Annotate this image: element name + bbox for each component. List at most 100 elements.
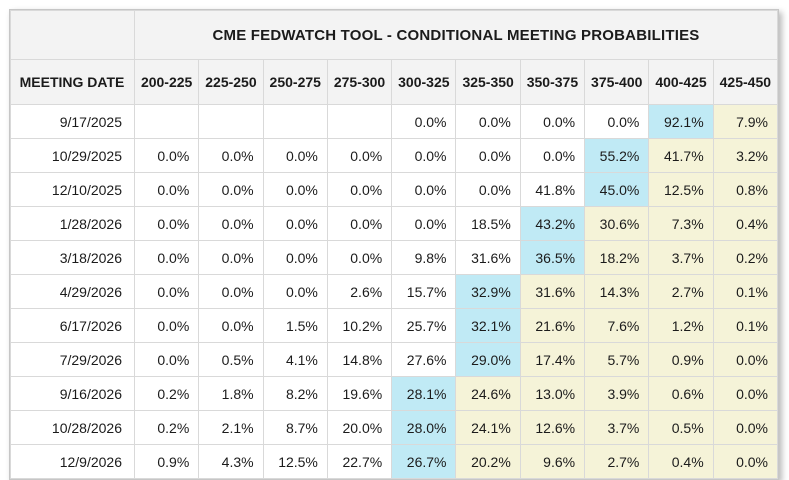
probability-cell: 8.7% bbox=[262, 410, 328, 445]
probability-cell: 0.4% bbox=[712, 206, 779, 241]
meeting-row: 7/29/2026 0.0% 0.5% 4.1% 14.8% 27.6% 29.0% 17.4… bbox=[10, 342, 779, 377]
probability-cell: 3.7% bbox=[584, 410, 650, 445]
probability-cell: 0.6% bbox=[648, 376, 714, 411]
probability-cell: 0.0% bbox=[584, 104, 650, 139]
probability-cell: 0.0% bbox=[198, 138, 264, 173]
meeting-date-cell: 12/9/2026 bbox=[10, 444, 135, 479]
probability-cell: 14.8% bbox=[326, 342, 393, 377]
probability-cell: 92.1% bbox=[648, 104, 714, 139]
probability-cell: 0.2% bbox=[133, 376, 200, 411]
probability-cell: 5.7% bbox=[584, 342, 650, 377]
probability-cell: 2.1% bbox=[198, 410, 264, 445]
probability-cell: 27.6% bbox=[391, 342, 457, 377]
probability-cell: 0.9% bbox=[648, 342, 714, 377]
probability-cell: 55.2% bbox=[584, 138, 650, 173]
probability-cell: 18.5% bbox=[455, 206, 521, 241]
probability-cell: 0.0% bbox=[391, 104, 457, 139]
column-header-300-325: 300-325 bbox=[391, 59, 457, 105]
probability-cell: 26.7% bbox=[391, 444, 457, 479]
probability-cell: 8.2% bbox=[262, 376, 328, 411]
meeting-row: 10/28/2026 0.2% 2.1% 8.7% 20.0% 28.0% 24.1% 12.… bbox=[10, 410, 779, 445]
probability-cell: 20.0% bbox=[326, 410, 393, 445]
probability-cell: 3.9% bbox=[584, 376, 650, 411]
probability-cell: 0.0% bbox=[133, 240, 200, 275]
probability-cell: 0.8% bbox=[712, 172, 779, 207]
probability-cell: 0.9% bbox=[133, 444, 200, 479]
probability-cell: 0.0% bbox=[326, 138, 393, 173]
probability-cell: 9.8% bbox=[391, 240, 457, 275]
probability-cell: 0.4% bbox=[648, 444, 714, 479]
column-header-200-225: 200-225 bbox=[133, 59, 200, 105]
column-header-250-275: 250-275 bbox=[262, 59, 328, 105]
column-header-375-400: 375-400 bbox=[584, 59, 650, 105]
probability-cell: 32.9% bbox=[455, 274, 521, 309]
header-row: MEETING DATE 200-225 225-250 250-275 275-30… bbox=[10, 59, 779, 105]
probability-cell: 1.8% bbox=[198, 376, 264, 411]
meeting-row: 10/29/2025 0.0% 0.0% 0.0% 0.0% 0.0% 0.0% 0.0% 55… bbox=[10, 138, 779, 173]
column-header-225-250: 225-250 bbox=[198, 59, 264, 105]
probability-cell: 0.0% bbox=[262, 240, 328, 275]
probability-cell: 32.1% bbox=[455, 308, 521, 343]
probability-cell: 13.0% bbox=[519, 376, 586, 411]
probability-cell: 2.6% bbox=[326, 274, 393, 309]
meeting-date-cell: 3/18/2026 bbox=[10, 240, 135, 275]
corner-cell bbox=[10, 10, 135, 60]
probability-cell: 4.3% bbox=[198, 444, 264, 479]
probability-cell: 0.0% bbox=[262, 172, 328, 207]
probability-cell: 22.7% bbox=[326, 444, 393, 479]
probability-cell: 29.0% bbox=[455, 342, 521, 377]
meeting-row: 3/18/2026 0.0% 0.0% 0.0% 0.0% 9.8% 31.6% 36.5% 1… bbox=[10, 240, 779, 275]
probability-cell: 7.3% bbox=[648, 206, 714, 241]
probability-cell: 0.0% bbox=[133, 206, 200, 241]
probability-cell: 0.0% bbox=[391, 172, 457, 207]
probability-cell: 0.0% bbox=[133, 172, 200, 207]
probability-cell: 36.5% bbox=[519, 240, 586, 275]
probability-cell: 45.0% bbox=[584, 172, 650, 207]
probability-cell: 0.0% bbox=[391, 138, 457, 173]
probability-cell: 43.2% bbox=[519, 206, 586, 241]
probability-cell: 3.2% bbox=[712, 138, 779, 173]
probability-cell: 0.0% bbox=[262, 138, 328, 173]
probability-cell: 0.0% bbox=[712, 410, 779, 445]
meeting-date-cell: 1/28/2026 bbox=[10, 206, 135, 241]
probability-cell: 0.2% bbox=[133, 410, 200, 445]
probability-cell: 0.0% bbox=[391, 206, 457, 241]
probability-cell: 2.7% bbox=[584, 444, 650, 479]
probability-cell: 21.6% bbox=[519, 308, 586, 343]
probability-cell: 30.6% bbox=[584, 206, 650, 241]
probability-cell: 20.2% bbox=[455, 444, 521, 479]
probability-cell: 0.0% bbox=[198, 172, 264, 207]
column-header-350-375: 350-375 bbox=[519, 59, 586, 105]
probability-cell bbox=[198, 104, 264, 139]
probability-cell: 10.2% bbox=[326, 308, 393, 343]
probability-cell: 17.4% bbox=[519, 342, 586, 377]
probability-cell: 41.8% bbox=[519, 172, 586, 207]
probability-cell bbox=[262, 104, 328, 139]
probability-cell: 12.5% bbox=[262, 444, 328, 479]
probability-cell: 28.0% bbox=[391, 410, 457, 445]
probability-cell bbox=[133, 104, 200, 139]
meeting-row: 9/17/2025 0.0% 0.0% 0.0% 0.0% 92.1% 7.9% bbox=[10, 104, 779, 139]
probability-cell: 0.5% bbox=[648, 410, 714, 445]
column-header-325-350: 325-350 bbox=[455, 59, 521, 105]
probability-cell: 0.0% bbox=[198, 206, 264, 241]
probability-cell: 0.0% bbox=[133, 138, 200, 173]
column-header-425-450: 425-450 bbox=[712, 59, 779, 105]
probability-cell: 0.0% bbox=[262, 274, 328, 309]
column-header-400-425: 400-425 bbox=[648, 59, 714, 105]
probability-cell: 0.1% bbox=[712, 308, 779, 343]
probability-matrix: CME FEDWATCH TOOL - CONDITIONAL MEETING … bbox=[10, 10, 779, 479]
probability-cell: 31.6% bbox=[519, 274, 586, 309]
probability-cell: 19.6% bbox=[326, 376, 393, 411]
fedwatch-probability-table: CME FEDWATCH TOOL - CONDITIONAL MEETING … bbox=[9, 9, 779, 480]
meeting-row: 6/17/2026 0.0% 0.0% 1.5% 10.2% 25.7% 32.1% 21.6… bbox=[10, 308, 779, 343]
column-header-275-300: 275-300 bbox=[326, 59, 393, 105]
meeting-date-cell: 4/29/2026 bbox=[10, 274, 135, 309]
probability-cell: 0.0% bbox=[198, 240, 264, 275]
probability-cell: 18.2% bbox=[584, 240, 650, 275]
probability-cell: 0.0% bbox=[198, 274, 264, 309]
probability-cell: 15.7% bbox=[391, 274, 457, 309]
probability-cell: 12.5% bbox=[648, 172, 714, 207]
probability-cell: 2.7% bbox=[648, 274, 714, 309]
meeting-row: 9/16/2026 0.2% 1.8% 8.2% 19.6% 28.1% 24.6% 13.0… bbox=[10, 376, 779, 411]
